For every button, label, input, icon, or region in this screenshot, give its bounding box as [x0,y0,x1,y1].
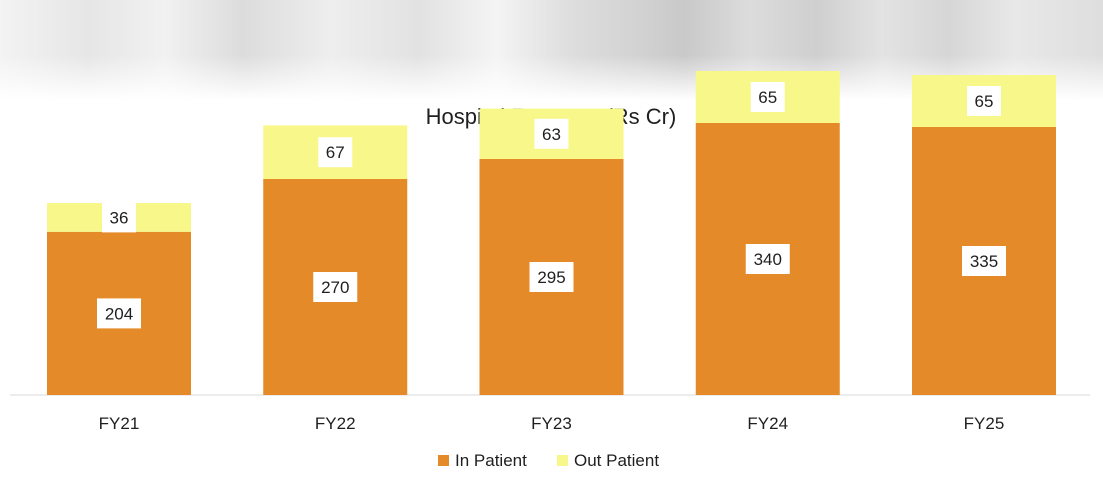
data-label: 270 [321,278,349,297]
data-label: 65 [975,92,994,111]
x-axis-ticks: FY21 FY22 FY23 FY24 FY25 [99,414,1005,433]
data-label-box [967,86,1001,116]
data-labels-layer: 204 36 270 67 295 63 340 65 335 65 [97,82,1006,329]
x-tick-label: FY22 [315,414,356,433]
data-label: 67 [326,143,345,162]
legend-swatch-out-patient [557,455,568,466]
x-tick-label: FY21 [99,414,140,433]
data-label: 340 [754,250,782,269]
x-tick-label: FY24 [747,414,788,433]
data-label-box [97,298,141,329]
data-label: 63 [542,125,561,144]
data-label: 65 [758,88,777,107]
data-label-box [318,137,353,168]
legend-label-in-patient: In Patient [455,451,527,470]
data-label: 36 [110,208,129,227]
data-label: 335 [970,252,998,271]
data-label-box [102,202,136,233]
data-label-box [962,246,1006,276]
legend: In Patient Out Patient [438,451,659,470]
data-label-box [750,82,785,112]
x-tick-label: FY25 [964,414,1005,433]
data-label-box [313,272,358,302]
data-label-box [534,118,569,149]
data-label-box [529,262,574,292]
data-label: 204 [105,304,133,323]
data-label-box [745,244,790,274]
data-label: 295 [537,268,565,287]
legend-swatch-in-patient [438,455,449,466]
x-tick-label: FY23 [531,414,572,433]
legend-label-out-patient: Out Patient [574,451,659,470]
